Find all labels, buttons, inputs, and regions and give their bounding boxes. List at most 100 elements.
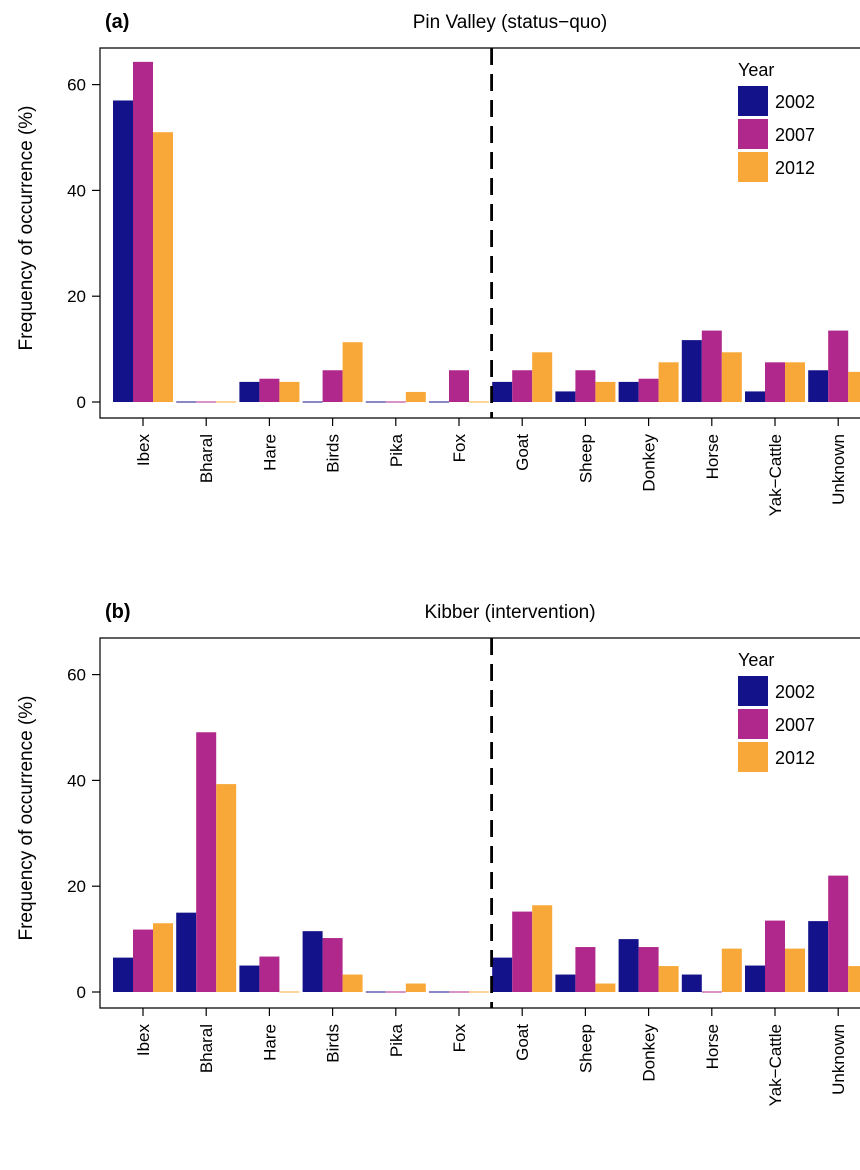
x-tick-label: Horse [703, 434, 722, 479]
x-tick-label: Unknown [829, 434, 848, 505]
chart-title: Pin Valley (status−quo) [413, 12, 608, 33]
legend-label: 2007 [775, 715, 815, 735]
x-tick-label: Pika [387, 433, 406, 467]
x-tick-label: Hare [260, 1024, 279, 1061]
x-tick-label: Sheep [576, 1024, 595, 1073]
legend-label: 2007 [775, 125, 815, 145]
bar-2002-0 [113, 957, 133, 992]
bar-2007-6 [512, 911, 533, 992]
bar-2012-11 [848, 966, 860, 992]
bar-2012-0 [153, 923, 173, 992]
bar-2012-9 [721, 352, 742, 402]
bar-2007-0 [133, 61, 153, 403]
bar-2002-2 [239, 381, 260, 402]
y-tick-label: 40 [67, 181, 86, 200]
x-tick-label: Fox [450, 434, 469, 463]
bar-2012-1 [216, 784, 237, 992]
y-tick-label: 0 [77, 983, 86, 1002]
legend-swatch-2007 [738, 709, 768, 739]
bar-2002-8 [618, 939, 639, 992]
bar-2007-2 [259, 956, 280, 992]
bar-2007-7 [575, 370, 596, 402]
bar-2012-8 [658, 362, 679, 402]
bar-2007-11 [828, 875, 849, 992]
bar-2012-7 [595, 381, 616, 402]
bar-2002-11 [808, 370, 829, 402]
x-tick-label: Donkey [640, 434, 659, 492]
x-tick-label: Yak−Cattle [766, 1024, 785, 1106]
y-tick-label: 40 [67, 771, 86, 790]
bar-2012-6 [532, 352, 553, 402]
bar-2007-1 [196, 732, 217, 992]
x-tick-label: Fox [450, 1024, 469, 1053]
bar-2002-9 [681, 974, 702, 992]
bar-2002-6 [492, 381, 513, 402]
bar-2012-3 [342, 974, 363, 992]
plot-frame [99, 47, 860, 419]
legend-swatch-2012 [738, 152, 768, 182]
legend-label: 2012 [775, 748, 815, 768]
panel-a: (a) Pin Valley (status−quo) 0 20 40 60 Frequen… [16, 11, 860, 516]
legend-swatch-2002 [738, 86, 768, 116]
panel-b: (b) Kibber (intervention) 0 20 40 60 Frequency… [16, 601, 860, 1106]
legend-label: 2002 [775, 92, 815, 112]
bar-2007-6 [512, 370, 533, 402]
x-tick-label: Goat [513, 1024, 532, 1061]
legend-title: Year [738, 650, 774, 670]
bar-2012-10 [785, 362, 805, 402]
x-tick-label: Sheep [576, 434, 595, 483]
x-tick-label: Goat [513, 434, 532, 471]
x-tick-label: Birds [324, 1024, 343, 1063]
y-tick-label: 20 [67, 877, 86, 896]
legend-swatch-2012 [738, 742, 768, 772]
bar-2012-7 [595, 983, 616, 992]
bar-2002-9 [681, 340, 702, 402]
x-tick-label: Unknown [829, 1024, 848, 1095]
bar-2012-11 [848, 371, 860, 402]
bar-2007-2 [259, 378, 280, 402]
bar-2012-9 [721, 948, 742, 992]
bar-2002-3 [302, 931, 323, 992]
bar-2002-2 [239, 965, 260, 992]
bar-2002-10 [745, 391, 765, 402]
legend-label: 2002 [775, 682, 815, 702]
bar-2002-8 [618, 381, 639, 402]
x-tick-label: Donkey [640, 1024, 659, 1082]
bar-2002-11 [808, 921, 829, 992]
bar-2007-10 [765, 920, 785, 992]
bar-2012-10 [785, 948, 805, 992]
bar-2007-5 [449, 370, 469, 402]
legend-title: Year [738, 60, 774, 80]
x-tick-label: Horse [703, 1024, 722, 1069]
y-tick-label: 60 [67, 76, 86, 95]
chart-title: Kibber (intervention) [424, 602, 595, 623]
x-tick-label: Bharal [197, 1024, 216, 1073]
bar-2002-1 [176, 912, 197, 992]
y-axis-label: Frequency of occurrence (%) [16, 106, 37, 351]
y-tick-label: 0 [77, 393, 86, 412]
bar-2002-0 [113, 100, 133, 402]
bar-2012-2 [279, 381, 300, 402]
legend-swatch-2007 [738, 119, 768, 149]
bar-2012-0 [153, 132, 173, 402]
bar-2012-4 [405, 391, 426, 402]
bar-2012-8 [658, 966, 679, 992]
x-tick-label: Bharal [197, 434, 216, 483]
y-tick-label: 60 [67, 666, 86, 685]
bar-2007-3 [322, 370, 343, 402]
x-tick-label: Yak−Cattle [766, 434, 785, 516]
bar-2007-8 [638, 947, 659, 992]
legend-swatch-2002 [738, 676, 768, 706]
bar-2002-7 [555, 974, 576, 992]
plot-frame [99, 637, 860, 1009]
x-tick-label: Pika [387, 1023, 406, 1057]
bar-2007-3 [322, 938, 343, 992]
bar-2012-4 [405, 983, 426, 992]
bar-2007-9 [701, 330, 722, 402]
bar-2002-6 [492, 957, 513, 992]
bar-2007-7 [575, 947, 596, 992]
panel-letter: (a) [105, 11, 129, 33]
x-tick-label: Ibex [134, 1024, 153, 1057]
bar-2012-3 [342, 342, 363, 402]
y-tick-label: 20 [67, 287, 86, 306]
